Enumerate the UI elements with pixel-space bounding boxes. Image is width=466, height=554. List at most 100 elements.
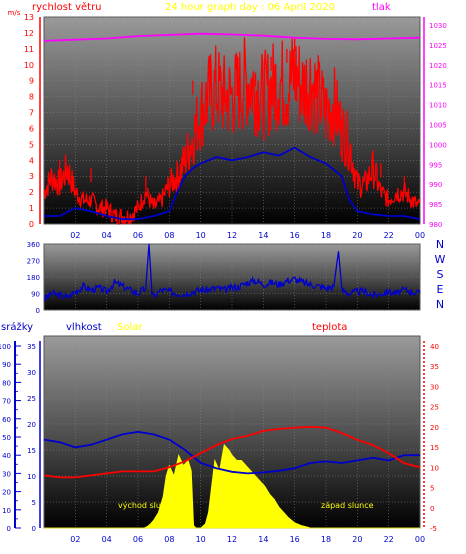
direction-tick-label: 270: [27, 258, 40, 266]
rain-tick-label: 60: [2, 416, 11, 424]
temperature-tick-label: 10: [430, 464, 439, 472]
x-tick-label: 22: [384, 231, 394, 240]
solar-axis-label: Solar: [117, 322, 143, 333]
solar-tick-label: 5: [32, 499, 36, 507]
pressure-tick-label: 1020: [429, 62, 447, 70]
pressure-tick-label: 1000: [429, 141, 447, 149]
x-tick-label: 06: [133, 231, 143, 240]
solar-tick-label: 20: [27, 421, 36, 429]
temperature-line: [43, 425, 421, 479]
x-tick-label: 02: [70, 231, 80, 240]
x-tick-label: 04: [102, 535, 112, 544]
x-tick-label: 16: [290, 535, 300, 544]
wind-average-line: [44, 146, 421, 221]
x-tick-label: 10: [196, 535, 206, 544]
temperature-tick-label: 20: [430, 424, 439, 432]
pressure-tick-label: 1015: [429, 82, 447, 90]
temperature-tick-label: 35: [430, 363, 439, 371]
temperature-axis-label: teplota: [312, 322, 347, 333]
chart-title: 24 hour graph day : 06 April 2020: [165, 2, 335, 13]
pressure-axis-label: tlak: [372, 2, 391, 13]
direction-tick-label: 90: [31, 291, 40, 299]
compass-label: N: [436, 238, 444, 251]
temperature-tick-label: -5: [430, 525, 437, 533]
x-tick-label: 18: [321, 231, 331, 240]
sunrise-annotation: východ slunce: [118, 501, 175, 510]
direction-tick-label: 0: [36, 307, 40, 315]
wind-tick-label: 13: [24, 13, 34, 22]
wind-tick-label: 0: [29, 220, 34, 229]
wind-tick-label: 9: [29, 77, 34, 86]
x-tick-label: 12: [227, 535, 237, 544]
wind-tick-label: 8: [29, 93, 34, 102]
wind-unit-label: m/s: [8, 9, 21, 17]
pressure-tick-label: 990: [429, 181, 442, 189]
wind-tick-label: 3: [29, 172, 34, 181]
solar-tick-label: 0: [32, 525, 36, 533]
sunset-annotation: západ slunce: [321, 501, 374, 510]
direction-tick-label: 360: [27, 241, 40, 249]
wind-direction-line: [43, 243, 421, 302]
solar-tick-label: 35: [27, 343, 36, 351]
rain-tick-label: 0: [7, 525, 11, 533]
pressure-tick-label: 1005: [429, 121, 447, 129]
rain-tick-label: 40: [2, 452, 11, 460]
rain-tick-label: 100: [0, 343, 11, 351]
solar-tick-label: 15: [27, 447, 36, 455]
x-tick-label: 14: [258, 231, 268, 240]
rain-tick-label: 10: [2, 507, 11, 515]
pressure-tick-label: 985: [429, 201, 442, 209]
wind-tick-label: 10: [24, 61, 34, 70]
wind-tick-label: 11: [24, 45, 34, 54]
x-tick-label: 14: [258, 535, 268, 544]
wind-tick-label: 12: [24, 29, 34, 38]
wind-tick-label: 2: [29, 188, 34, 197]
x-tick-label: 00: [415, 535, 425, 544]
compass-label: N: [436, 298, 444, 311]
rain-tick-label: 70: [2, 398, 11, 406]
pressure-line: [43, 32, 421, 42]
rain-tick-label: 90: [2, 361, 11, 369]
humidity-line: [43, 430, 420, 475]
x-tick-label: 20: [352, 231, 362, 240]
x-tick-label: 00: [415, 231, 425, 240]
x-tick-label: 04: [102, 231, 112, 240]
rain-tick-label: 80: [2, 379, 11, 387]
solar-tick-label: 10: [27, 473, 36, 481]
temperature-tick-label: 15: [430, 444, 439, 452]
wind-pressure-plot-area: [43, 16, 421, 225]
rain-tick-label: 30: [2, 470, 11, 478]
x-tick-label: 20: [352, 535, 362, 544]
wind-speed-line: [43, 37, 420, 225]
temperature-tick-label: 5: [430, 485, 434, 493]
x-tick-label: 10: [196, 231, 206, 240]
solar-area: [44, 443, 420, 529]
compass-label: E: [437, 283, 444, 296]
wind-tick-label: 5: [29, 140, 34, 149]
wind-tick-label: 6: [29, 124, 34, 133]
rain-axis-label: srážky: [1, 321, 33, 333]
x-tick-label: 02: [70, 535, 80, 544]
direction-tick-label: 180: [27, 274, 40, 282]
x-tick-label: 12: [227, 231, 237, 240]
pressure-tick-label: 1025: [429, 42, 447, 50]
x-tick-label: 16: [290, 231, 300, 240]
temperature-tick-label: 25: [430, 404, 439, 412]
x-tick-label: 18: [321, 535, 331, 544]
pressure-tick-label: 980: [429, 221, 442, 229]
compass-label: S: [437, 268, 444, 281]
pressure-tick-label: 995: [429, 161, 442, 169]
temperature-tick-label: 30: [430, 383, 439, 391]
humidity-axis-label: vlhkost: [66, 322, 102, 333]
pressure-tick-label: 1030: [429, 22, 447, 30]
x-tick-label: 08: [164, 535, 174, 544]
x-tick-label: 06: [133, 535, 143, 544]
temperature-tick-label: 40: [430, 343, 439, 351]
wind-axis-label: rychlost větru: [32, 1, 102, 13]
x-tick-label: 22: [384, 535, 394, 544]
rain-tick-label: 50: [2, 434, 11, 442]
solar-tick-label: 30: [27, 369, 36, 377]
compass-label: W: [435, 253, 446, 266]
